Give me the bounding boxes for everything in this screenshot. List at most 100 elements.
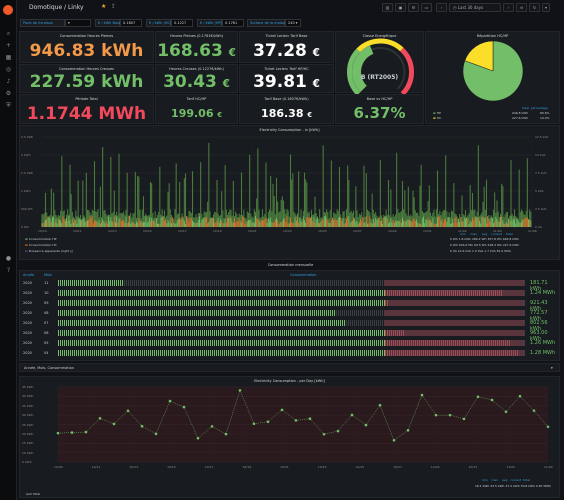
graph2-point[interactable] bbox=[280, 408, 284, 412]
var-label-kwh-hc: € / kWh (HC) bbox=[146, 19, 171, 27]
graph2-point[interactable] bbox=[448, 413, 452, 417]
alerting-icon[interactable]: ♪ bbox=[6, 78, 11, 85]
var-select-surface[interactable]: 240 ▾ bbox=[285, 19, 301, 27]
stat-panel-tarif-base[interactable]: Tarif Base (0.1607€/kWh) 186.38 € bbox=[239, 94, 334, 124]
graph2-point[interactable] bbox=[196, 436, 200, 440]
pie-legend-row-hc[interactable]: ▬ HC 227.6 kWh 19.4% bbox=[433, 116, 550, 120]
chevron-down-icon[interactable]: ▾ bbox=[551, 366, 553, 370]
graph2-point[interactable] bbox=[210, 425, 214, 428]
graph2-point[interactable] bbox=[126, 409, 130, 413]
graph2-point[interactable] bbox=[238, 389, 242, 392]
create-icon[interactable]: + bbox=[5, 42, 12, 49]
next-range-icon[interactable]: › bbox=[503, 3, 514, 12]
stat-panel-base-vs-hchp[interactable]: Base vs HC/HP 6.37% bbox=[335, 94, 424, 124]
graph2-legend-series[interactable]: Avtr Total bbox=[26, 492, 41, 496]
graph2-point[interactable] bbox=[518, 394, 522, 398]
gauge-panel-classe-energetique[interactable]: Classe Energétique B (RT2005) bbox=[335, 31, 424, 94]
stat-panel-cons-hc[interactable]: Consommation Heures Creuses 227.59 kWh bbox=[19, 64, 154, 93]
pie-legend-row-hp[interactable]: ▬ HP 946.8 kWh 80.6% bbox=[433, 111, 550, 115]
table-panel-monthly[interactable]: Année Mois Consommation 2020 11 181.71 kWh… bbox=[19, 270, 560, 361]
var-select-point-livraison[interactable]: ▾ bbox=[65, 19, 91, 27]
dashboard-title[interactable]: Domotique / Linky bbox=[29, 4, 84, 11]
refresh-icon[interactable]: ↻ bbox=[529, 3, 540, 12]
panel-title: Tarif Base (0.1607€/kWh) bbox=[264, 97, 309, 101]
stat-panel-tarif-hphc[interactable]: Tarif HC/HP 199.06 € bbox=[155, 94, 238, 124]
var-input-kwh-hc[interactable]: 0.1227 bbox=[171, 19, 193, 27]
graph1-y-tick: 1 kWh bbox=[21, 189, 31, 193]
stat-panel-total[interactable]: Période Total 1.1744 MWh bbox=[19, 94, 154, 124]
graph2-point[interactable] bbox=[112, 422, 116, 426]
graph2-point[interactable] bbox=[322, 432, 326, 436]
star-icon[interactable]: ★ bbox=[101, 3, 107, 10]
search-icon[interactable]: ⌕ bbox=[6, 30, 11, 37]
stat-panel-ticket-base[interactable]: Ticket Leclerc Tarif Base 37.28 € bbox=[239, 31, 334, 63]
stat-panel-cout-hc[interactable]: Heures Creuses (0.1227€/kWh) 30.43 € bbox=[155, 64, 238, 93]
col-header-month[interactable]: Mois bbox=[44, 273, 52, 277]
graph2-point[interactable] bbox=[504, 410, 508, 414]
stat-panel-cons-hp[interactable]: Consommation Heures Pleines 946.83 kWh bbox=[19, 31, 154, 63]
add-panel-icon[interactable]: ▥ bbox=[382, 3, 393, 12]
graph2-y-tick: 25 kWh bbox=[22, 422, 34, 427]
pie-slice-hc[interactable] bbox=[464, 40, 494, 72]
graph2-point[interactable] bbox=[70, 431, 74, 434]
var-input-kwh-hp[interactable]: 0.1761 bbox=[222, 19, 244, 27]
share-icon[interactable]: ⇪ bbox=[111, 3, 117, 10]
graph1-y2-tick: 0 VA bbox=[535, 225, 542, 229]
save-icon[interactable]: ▣ bbox=[395, 3, 406, 12]
graph2-point[interactable] bbox=[336, 429, 340, 433]
zoom-out-icon[interactable]: ‹ bbox=[436, 3, 447, 12]
graph2-point[interactable] bbox=[252, 422, 256, 426]
graph1-legend-2[interactable]: ▬ Puissance apparente (right y) bbox=[25, 249, 74, 253]
graph2-point[interactable] bbox=[532, 409, 536, 412]
graph2-point[interactable] bbox=[364, 423, 368, 427]
graph2-point[interactable] bbox=[392, 438, 396, 442]
graph1-x-tick: 10/25 bbox=[318, 229, 327, 233]
graph2-point[interactable] bbox=[462, 417, 466, 421]
graph2-point[interactable] bbox=[490, 398, 494, 402]
col-header-year[interactable]: Année bbox=[23, 273, 35, 277]
graph2-point[interactable] bbox=[420, 393, 424, 397]
collapsed-row[interactable]: Année, Mois, Consommation ▾ bbox=[19, 363, 560, 372]
graph1-legend-1[interactable]: ▬ Consommation HC bbox=[25, 243, 57, 247]
graph2-point[interactable] bbox=[224, 432, 228, 436]
explore-icon[interactable]: ◎ bbox=[5, 66, 12, 73]
graph2-point[interactable] bbox=[294, 419, 298, 422]
graph2-point[interactable] bbox=[378, 403, 382, 407]
graph2-point[interactable] bbox=[140, 424, 144, 428]
pie-panel-repartition[interactable]: Répartition HC/HP total percentage ▬ HP … bbox=[425, 31, 560, 124]
graph2-point[interactable] bbox=[98, 417, 102, 420]
graph2-point[interactable] bbox=[182, 405, 186, 409]
stat-value: 186.38 € bbox=[261, 107, 312, 120]
graph2-point[interactable] bbox=[168, 399, 172, 403]
grafana-logo-icon[interactable] bbox=[3, 5, 13, 15]
graph-panel-per-day[interactable]: Electricity Consumption - per Day [kWh] … bbox=[19, 376, 560, 498]
dashboards-icon[interactable]: ▦ bbox=[5, 54, 12, 61]
graph1-legend-0[interactable]: ▬ Consommation HP bbox=[25, 237, 57, 241]
graph2-point[interactable] bbox=[56, 431, 60, 435]
server-admin-icon[interactable]: ⛨ bbox=[6, 102, 11, 109]
graph2-point[interactable] bbox=[476, 395, 480, 399]
table-cell-year: 2020 bbox=[23, 321, 32, 325]
graph2-point[interactable] bbox=[154, 432, 158, 436]
graph2-point[interactable] bbox=[350, 413, 354, 417]
stat-panel-cout-hp[interactable]: Heures Pleines (0.1761€/kWh) 168.63 € bbox=[155, 31, 238, 63]
col-header-value[interactable]: Consommation bbox=[290, 273, 317, 277]
configuration-icon[interactable]: ⚙ bbox=[5, 90, 12, 97]
user-avatar-icon[interactable]: ● bbox=[5, 255, 12, 262]
zoom-icon[interactable]: ⊖ bbox=[516, 3, 527, 12]
refresh-dropdown-icon[interactable]: ▾ bbox=[542, 3, 550, 12]
var-input-kwh-base[interactable]: 0.1607 bbox=[120, 19, 142, 27]
graph2-point[interactable] bbox=[546, 425, 550, 429]
time-picker[interactable]: ◷ Last 30 days bbox=[449, 3, 501, 12]
graph-panel-electricity-consumption[interactable]: Electricity Consumption - in [kWh] min m… bbox=[19, 125, 560, 260]
graph2-point[interactable] bbox=[266, 420, 270, 423]
graph2-point[interactable] bbox=[434, 413, 438, 417]
help-icon[interactable]: ? bbox=[6, 267, 11, 274]
settings-icon[interactable]: ⚙ bbox=[408, 3, 419, 12]
top-navbar: Domotique / Linky ★ ⇪ ▥ ▣ ⚙ ▭ ‹ ◷ Last 3… bbox=[17, 0, 564, 16]
stat-panel-ticket-hphc[interactable]: Ticket Leclerc Tarif HP/HC 39.81 € bbox=[239, 64, 334, 93]
graph2-point[interactable] bbox=[84, 430, 88, 434]
tv-icon[interactable]: ▭ bbox=[421, 3, 432, 12]
graph2-point[interactable] bbox=[406, 429, 410, 432]
graph2-point[interactable] bbox=[308, 417, 312, 420]
